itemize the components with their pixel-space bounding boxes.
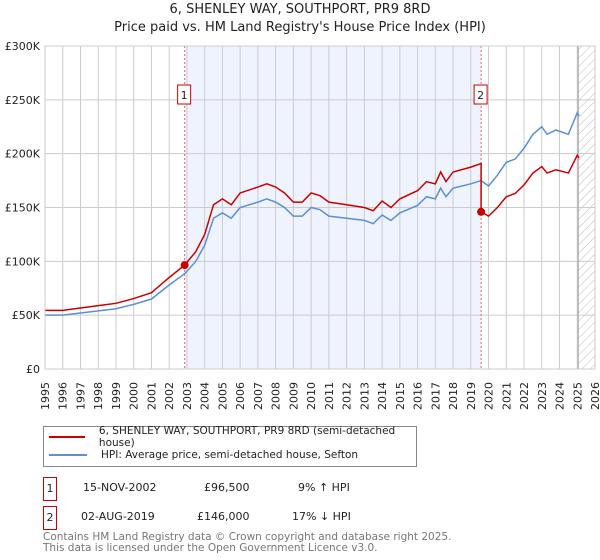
y-tick-label: £200K (5, 148, 41, 161)
x-tick-label: 1999 (110, 382, 123, 410)
legend-item-property: 6, SHENLEY WAY, SOUTHPORT, PR9 8RD (semi… (44, 425, 416, 449)
x-tick-label: 2025 (571, 382, 584, 410)
plot-border (44, 45, 596, 370)
x-tick-label: 2020 (483, 382, 496, 410)
x-tick-label: 2009 (287, 382, 300, 410)
transaction-price: £96,500 (204, 481, 250, 494)
x-tick-label: 1998 (92, 382, 105, 410)
y-tick-label: £250K (5, 94, 41, 107)
sale-point (477, 207, 486, 216)
x-tick-label: 2023 (536, 382, 549, 410)
annotation-box (177, 84, 192, 105)
x-tick-label: 2004 (199, 382, 212, 410)
chart-title-line1: 6, SHENLEY WAY, SOUTHPORT, PR9 8RD (169, 2, 431, 17)
x-tick-label: 1997 (74, 382, 87, 410)
annotation-label: 1 (181, 89, 188, 102)
x-tick-label: 2026 (589, 382, 600, 410)
y-tick-label: £100K (5, 255, 41, 268)
legend-swatch-blue (49, 454, 87, 456)
legend: 6, SHENLEY WAY, SOUTHPORT, PR9 8RD (semi… (43, 425, 417, 467)
x-tick-label: 1996 (57, 382, 70, 410)
transaction-date: 02-AUG-2019 (81, 510, 155, 523)
annotation-box (473, 84, 488, 105)
transaction-row: 1 15-NOV-2002 £96,500 9% ↑ HPI (43, 477, 443, 501)
x-tick-label: 2002 (163, 382, 176, 410)
x-tick-label: 2012 (341, 382, 354, 410)
annotation-label: 2 (477, 89, 484, 102)
legend-label: 6, SHENLEY WAY, SOUTHPORT, PR9 8RD (semi… (98, 425, 396, 449)
footer: Contains HM Land Registry data © Crown c… (43, 532, 451, 554)
x-tick-label: 1995 (39, 382, 52, 410)
price-paid-line (45, 153, 580, 312)
x-tick-label: 2018 (447, 382, 460, 410)
x-tick-label: 2015 (394, 382, 407, 410)
transaction-hpi: 9% ↑ HPI (298, 481, 350, 494)
y-tick-label: £50K (12, 309, 41, 322)
x-tick-label: 2016 (412, 382, 425, 410)
legend-swatch-red (49, 436, 85, 438)
marker-badge: 1 (43, 477, 57, 501)
x-tick-label: 2022 (518, 382, 531, 410)
footer-line1: Contains HM Land Registry data © Crown c… (43, 531, 452, 543)
y-tick-label: £150K (5, 202, 41, 215)
x-tick-label: 2000 (128, 382, 141, 410)
x-tick-label: 2005 (216, 382, 229, 410)
y-tick-label: £300K (5, 40, 41, 53)
transaction-price: £146,000 (197, 510, 250, 523)
legend-item-hpi: HPI: Average price, semi-detached house,… (44, 447, 358, 463)
transaction-row: 2 02-AUG-2019 £146,000 17% ↓ HPI (43, 506, 443, 530)
x-tick-label: 2003 (181, 382, 194, 410)
price-chart: 1995 1996 1997 1998 1999 2000 2001 2002 2003 2004… (5, 40, 600, 410)
chart-title-line2: Price paid vs. HM Land Registry's House … (114, 20, 486, 35)
x-tick-label: 2001 (145, 382, 158, 410)
y-tick-label: £0 (26, 363, 40, 376)
x-tick-label: 2017 (429, 382, 442, 410)
x-tick-label: 2024 (554, 382, 567, 410)
x-tick-label: 2014 (376, 382, 389, 410)
x-tick-label: 2006 (234, 382, 247, 410)
x-tick-label: 2019 (465, 382, 478, 410)
x-tick-label: 2013 (358, 382, 371, 410)
transaction-hpi: 17% ↓ HPI (292, 510, 351, 523)
sale-point (180, 261, 189, 270)
footer-line2: This data is licensed under the Open Gov… (43, 542, 378, 554)
x-tick-label: 2021 (500, 382, 513, 410)
marker-badge: 2 (43, 506, 57, 530)
transaction-date: 15-NOV-2002 (83, 481, 157, 494)
hpi-line (45, 111, 580, 316)
x-tick-label: 2007 (252, 382, 265, 410)
x-tick-label: 2011 (323, 382, 336, 410)
x-tick-label: 2008 (270, 382, 283, 410)
x-tick-label: 2010 (305, 382, 318, 410)
legend-label: HPI: Average price, semi-detached house,… (101, 449, 359, 461)
